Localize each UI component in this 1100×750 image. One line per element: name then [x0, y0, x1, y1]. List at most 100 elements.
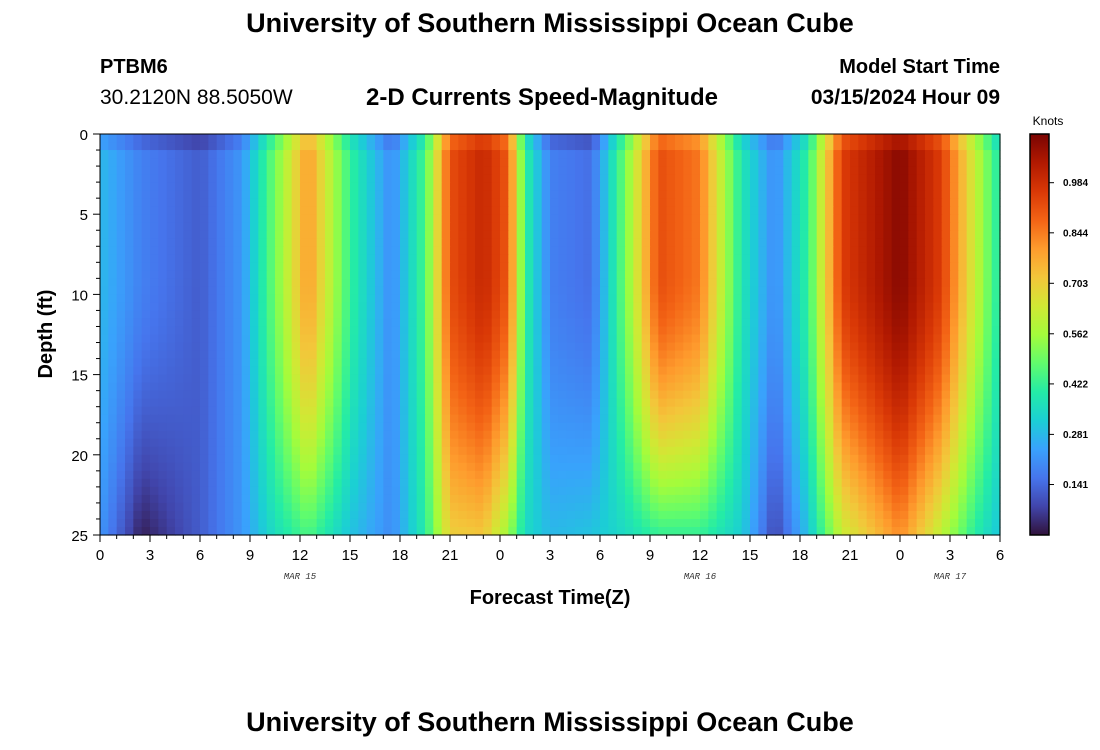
heatmap-cell — [675, 206, 684, 215]
heatmap-cell — [291, 278, 301, 287]
heatmap-cell — [850, 462, 859, 472]
heatmap-cell — [850, 334, 859, 344]
heatmap-cell — [241, 142, 251, 151]
heatmap-cell — [100, 222, 109, 231]
heatmap-cell — [441, 318, 451, 328]
heatmap-cell — [308, 206, 318, 215]
heatmap-cell — [866, 166, 876, 175]
heatmap-cell — [266, 414, 276, 424]
heatmap-cell — [658, 286, 668, 295]
heatmap-cell — [825, 254, 834, 263]
heatmap-cell — [641, 350, 651, 360]
heatmap-cell — [575, 398, 584, 408]
heatmap-cell — [275, 462, 284, 472]
heatmap-cell — [591, 206, 601, 215]
heatmap-cell — [266, 462, 276, 472]
heatmap-cell — [100, 182, 109, 191]
heatmap-cell — [600, 326, 609, 336]
heatmap-cell — [641, 246, 651, 255]
heatmap-cell — [250, 462, 259, 472]
heatmap-cell — [700, 134, 709, 143]
heatmap-cell — [258, 198, 268, 207]
heatmap-cell — [166, 270, 176, 279]
heatmap-cell — [875, 166, 884, 175]
heatmap-cell — [150, 414, 159, 424]
heatmap-cell — [783, 454, 793, 464]
heatmap-cell — [691, 334, 701, 344]
heatmap-cell — [841, 446, 851, 456]
heatmap-cell — [375, 406, 384, 416]
heatmap-cell — [716, 470, 726, 480]
heatmap-cell — [658, 430, 668, 440]
heatmap-cell — [533, 454, 543, 464]
heatmap-cell — [525, 150, 534, 159]
heatmap-cell — [533, 446, 543, 456]
heatmap-cell — [516, 310, 526, 320]
heatmap-cell — [716, 366, 726, 376]
heatmap-cell — [633, 142, 643, 151]
heatmap-cell — [241, 462, 251, 472]
heatmap-cell — [541, 230, 551, 239]
heatmap-cell — [791, 414, 801, 424]
heatmap-cell — [666, 294, 676, 304]
heatmap-cell — [816, 174, 826, 183]
heatmap-cell — [408, 262, 418, 271]
heatmap-cell — [750, 486, 759, 496]
heatmap-cell — [941, 366, 951, 376]
heatmap-cell — [883, 430, 893, 440]
heatmap-cell — [408, 190, 418, 199]
heatmap-cell — [233, 286, 243, 295]
heatmap-cell — [800, 478, 809, 488]
heatmap-cell — [508, 262, 518, 271]
heatmap-cell — [941, 270, 951, 279]
heatmap-cell — [350, 238, 359, 247]
heatmap-cell — [358, 486, 368, 496]
heatmap-cell — [975, 430, 984, 440]
heatmap-cell — [725, 478, 734, 488]
heatmap-cell — [791, 182, 801, 191]
heatmap-cell — [416, 286, 426, 295]
heatmap-cell — [708, 278, 718, 287]
heatmap-cell — [625, 438, 634, 448]
heatmap-cell — [800, 270, 809, 279]
heatmap-cell — [133, 382, 143, 392]
heatmap-cell — [150, 246, 159, 255]
heatmap-cell — [691, 366, 701, 376]
heatmap-cell — [466, 198, 476, 207]
heatmap-cell — [325, 182, 334, 191]
heatmap-cell — [775, 294, 784, 304]
heatmap-cell — [908, 174, 918, 183]
heatmap-cell — [125, 334, 134, 344]
heatmap-cell — [933, 158, 943, 167]
heatmap-cell — [950, 414, 959, 424]
heatmap-cell — [200, 342, 209, 352]
heatmap-cell — [366, 134, 376, 143]
heatmap-cell — [975, 286, 984, 295]
heatmap-cell — [883, 318, 893, 328]
heatmap-cell — [491, 470, 501, 480]
heatmap-cell — [433, 270, 443, 279]
heatmap-cell — [891, 350, 901, 360]
heatmap-cell — [266, 238, 276, 247]
heatmap-cell — [166, 158, 176, 167]
heatmap-cell — [925, 390, 934, 400]
heatmap-cell — [858, 134, 868, 143]
heatmap-cell — [516, 246, 526, 255]
heatmap-cell — [533, 230, 543, 239]
heatmap-cell — [316, 302, 326, 312]
heatmap-cell — [975, 334, 984, 344]
heatmap-cell — [450, 470, 459, 480]
heatmap-cell — [116, 278, 126, 287]
heatmap-cell — [841, 318, 851, 328]
heatmap-cell — [166, 254, 176, 263]
heatmap-cell — [483, 470, 493, 480]
heatmap-cell — [708, 366, 718, 376]
heatmap-cell — [383, 206, 393, 215]
heatmap-cell — [658, 398, 668, 408]
heatmap-cell — [125, 310, 134, 320]
heatmap-cell — [550, 446, 559, 456]
heatmap-cell — [475, 214, 484, 223]
heatmap-cell — [233, 158, 243, 167]
heatmap-cell — [208, 246, 218, 255]
heatmap-cell — [483, 430, 493, 440]
